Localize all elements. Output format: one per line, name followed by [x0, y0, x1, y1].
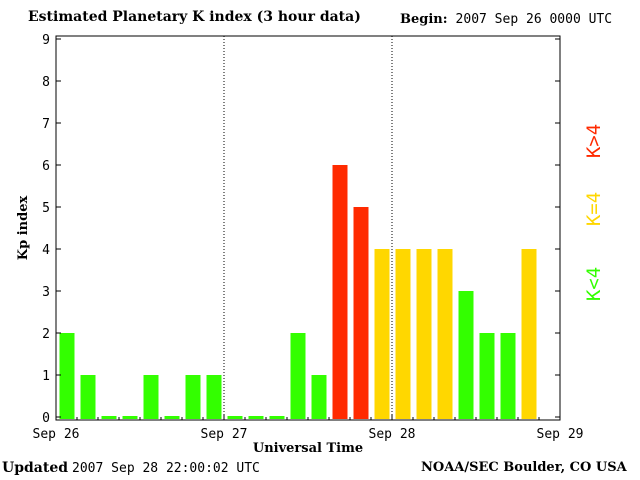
- kp-bar: [416, 249, 432, 419]
- begin-value: 2007 Sep 26 0000 UTC: [455, 12, 613, 27]
- kp-bar: [185, 375, 201, 419]
- kp-bar: [248, 416, 264, 419]
- y-axis-label: Kp index: [16, 196, 31, 261]
- kp-bar: [80, 375, 96, 419]
- y-tick-label: 0: [42, 411, 50, 426]
- kp-bar: [59, 333, 75, 419]
- kp-bar: [353, 207, 369, 419]
- x-tick-label: Sep 29: [537, 427, 584, 442]
- y-tick-label: 2: [42, 327, 50, 342]
- kp-bar: [521, 249, 537, 419]
- y-tick-label: 3: [42, 285, 50, 300]
- bars-group: [59, 165, 537, 419]
- y-tick-label: 1: [42, 369, 50, 384]
- kp-bar: [122, 416, 138, 419]
- y-tick-label: 5: [42, 201, 50, 216]
- kp-bar: [269, 416, 285, 419]
- kp-bar: [500, 333, 516, 419]
- x-tick-label: Sep 26: [33, 427, 80, 442]
- kp-bar: [311, 375, 327, 419]
- credit-text: NOAA/SEC Boulder, CO USA: [421, 460, 627, 475]
- y-axis-ticks: 0 1 2 3 4 5 6 7 8 9: [42, 33, 560, 426]
- kp-bar: [227, 416, 243, 419]
- kp-bar: [395, 249, 411, 419]
- kp-bar: [437, 249, 453, 419]
- kp-bar: [206, 375, 222, 419]
- x-axis-ticks: Sep 26 Sep 27 Sep 28 Sep 29: [33, 414, 584, 442]
- kp-bar: [290, 333, 306, 419]
- x-tick-label: Sep 27: [201, 427, 248, 442]
- kp-bar: [101, 416, 117, 419]
- kp-bar: [332, 165, 348, 419]
- updated-value: 2007 Sep 28 22:00:02 UTC: [72, 461, 260, 476]
- y-tick-label: 9: [42, 33, 50, 48]
- begin-time: Begin: 2007 Sep 26 0000 UTC: [400, 12, 612, 27]
- kp-bar: [164, 416, 180, 419]
- y-tick-label: 4: [42, 243, 50, 258]
- legend: K>4 K=4 K<4: [583, 124, 605, 301]
- day-dividers: [223, 36, 393, 420]
- kp-bar: [479, 333, 495, 419]
- y-tick-label: 6: [42, 159, 50, 174]
- kp-bar: [458, 291, 474, 419]
- x-axis-label: Universal Time: [253, 441, 363, 456]
- legend-entry: K=4: [583, 192, 605, 226]
- legend-entry: K>4: [583, 124, 605, 158]
- x-tick-label: Sep 28: [369, 427, 416, 442]
- updated-label: Updated: [2, 460, 69, 476]
- legend-entry: K<4: [583, 267, 605, 301]
- updated-timestamp: Updated 2007 Sep 28 22:00:02 UTC: [2, 460, 260, 476]
- chart-title: Estimated Planetary K index (3 hour data…: [28, 9, 361, 25]
- kp-bar: [374, 249, 390, 419]
- kp-bar: [143, 375, 159, 419]
- y-tick-label: 8: [42, 75, 50, 90]
- y-tick-label: 7: [42, 117, 50, 132]
- begin-label: Begin:: [400, 12, 448, 27]
